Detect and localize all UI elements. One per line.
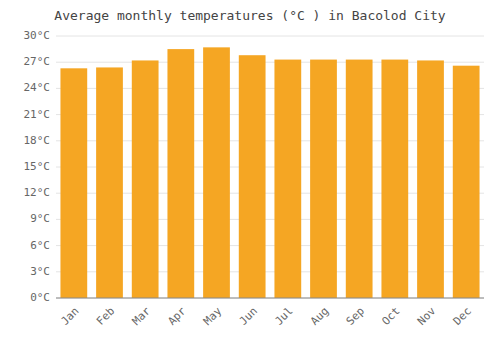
y-tick-label: 21°C <box>24 108 51 121</box>
grid-line <box>56 298 484 299</box>
y-tick-label: 15°C <box>24 160 51 173</box>
bar <box>60 68 87 298</box>
bar <box>203 47 230 298</box>
bar <box>417 60 444 298</box>
x-axis-line <box>56 298 484 299</box>
x-tick-label: Sep <box>344 305 367 328</box>
bar <box>132 60 159 298</box>
x-tick-label: Jun <box>237 305 260 328</box>
x-tick-label: Feb <box>94 305 117 328</box>
bar <box>239 55 266 298</box>
x-tick-label: Jan <box>58 305 81 328</box>
y-tick-label: 18°C <box>24 134 51 147</box>
bar <box>310 60 337 298</box>
y-tick-label: 30°C <box>24 29 51 42</box>
bar <box>381 60 408 298</box>
x-tick-label: Aug <box>308 305 331 328</box>
y-tick-label: 6°C <box>30 239 50 252</box>
y-tick-label: 9°C <box>30 212 50 225</box>
x-tick-label: May <box>201 304 225 328</box>
bar <box>274 60 301 298</box>
y-tick-label: 3°C <box>30 265 50 278</box>
bar <box>167 49 194 298</box>
grid-line <box>56 36 484 37</box>
bar <box>453 66 480 298</box>
bar <box>346 60 373 298</box>
x-tick-label: Dec <box>451 305 474 328</box>
x-tick-label: Nov <box>415 304 439 328</box>
x-tick-label: Mar <box>130 304 154 328</box>
bars <box>60 47 479 298</box>
chart: 0°C 3°C 6°C 9°C 12°C 15°C 18°C 21°C 24°C 27°C 30°C… <box>0 0 500 350</box>
x-tick-label: Oct <box>379 305 402 328</box>
x-tick-label: Apr <box>165 304 189 328</box>
y-tick-label: 24°C <box>24 81 51 94</box>
page: {"chart_data": {"type": "bar", "title": … <box>0 0 500 350</box>
x-axis: Jan Feb Mar Apr May Jun Jul Aug Sep Oct Nov Dec <box>58 304 474 328</box>
x-tick-label: Jul <box>272 305 295 328</box>
y-axis: 0°C 3°C 6°C 9°C 12°C 15°C 18°C 21°C 24°C 27°C 30°C <box>24 29 485 304</box>
y-tick-label: 12°C <box>24 186 51 199</box>
y-tick-label: 0°C <box>30 291 50 304</box>
y-tick-label: 27°C <box>24 55 51 68</box>
title: Average monthly temperatures (°C ) in Ba… <box>54 8 446 23</box>
bar <box>96 67 123 298</box>
